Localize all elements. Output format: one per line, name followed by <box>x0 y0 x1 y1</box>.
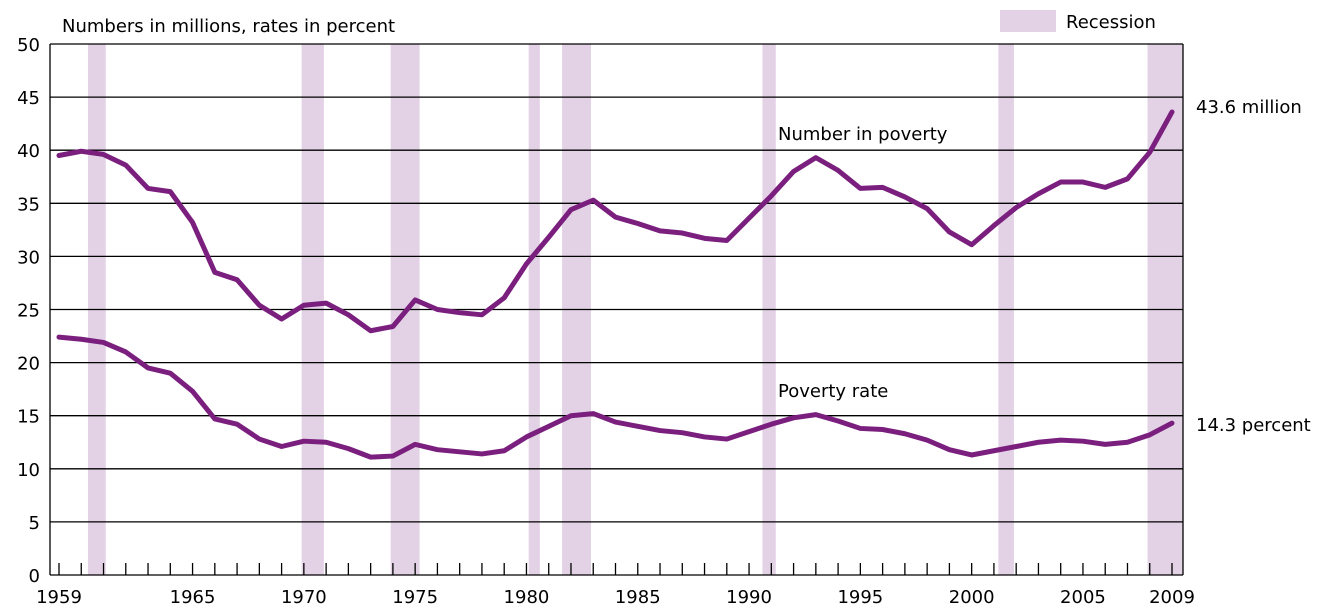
x-tick-label: 1985 <box>615 587 661 608</box>
series-line <box>56 109 1175 334</box>
x-tick-label: 1990 <box>726 587 772 608</box>
axes: 0 5 10 15 20 25 30 35 40 45 50 1959 1965 1970 1975 1980… <box>17 35 1195 608</box>
chart-title: Numbers in millions, rates in percent <box>62 16 395 37</box>
y-tick-label: 5 <box>29 513 40 534</box>
y-tick-label: 50 <box>17 35 40 56</box>
y-tick-label: 45 <box>17 88 40 109</box>
series-name-label: Number in poverty <box>778 124 948 145</box>
x-tick-label: 2009 <box>1149 587 1195 608</box>
y-tick-label: 30 <box>17 247 40 268</box>
x-tick-label: 1965 <box>170 587 216 608</box>
y-tick-label: 0 <box>29 566 40 587</box>
x-tick-label: 2005 <box>1060 587 1106 608</box>
legend-label: Recession <box>1066 12 1156 33</box>
y-tick-label: 10 <box>17 460 40 481</box>
series-line <box>56 334 1175 460</box>
legend-swatch <box>1000 10 1056 32</box>
gridlines <box>50 43 1183 576</box>
x-tick-label: 1970 <box>281 587 327 608</box>
series-lines <box>56 109 1175 460</box>
series-end-label: 14.3 percent <box>1196 415 1311 436</box>
series-end-label: 43.6 million <box>1196 97 1302 118</box>
x-tick-label: 1975 <box>392 587 438 608</box>
x-tick-label: 1959 <box>36 587 82 608</box>
series-name-label: Poverty rate <box>778 381 888 402</box>
y-tick-label: 35 <box>17 194 40 215</box>
y-tick-label: 15 <box>17 407 40 428</box>
y-tick-label: 40 <box>17 141 40 162</box>
y-tick-label: 20 <box>17 354 40 375</box>
x-tick-label: 1980 <box>504 587 550 608</box>
x-tick-label: 1995 <box>837 587 883 608</box>
labels: Number in poverty 43.6 million Poverty rat… <box>778 97 1311 436</box>
y-tick-label: 25 <box>17 301 40 322</box>
x-tick-label: 2000 <box>949 587 995 608</box>
